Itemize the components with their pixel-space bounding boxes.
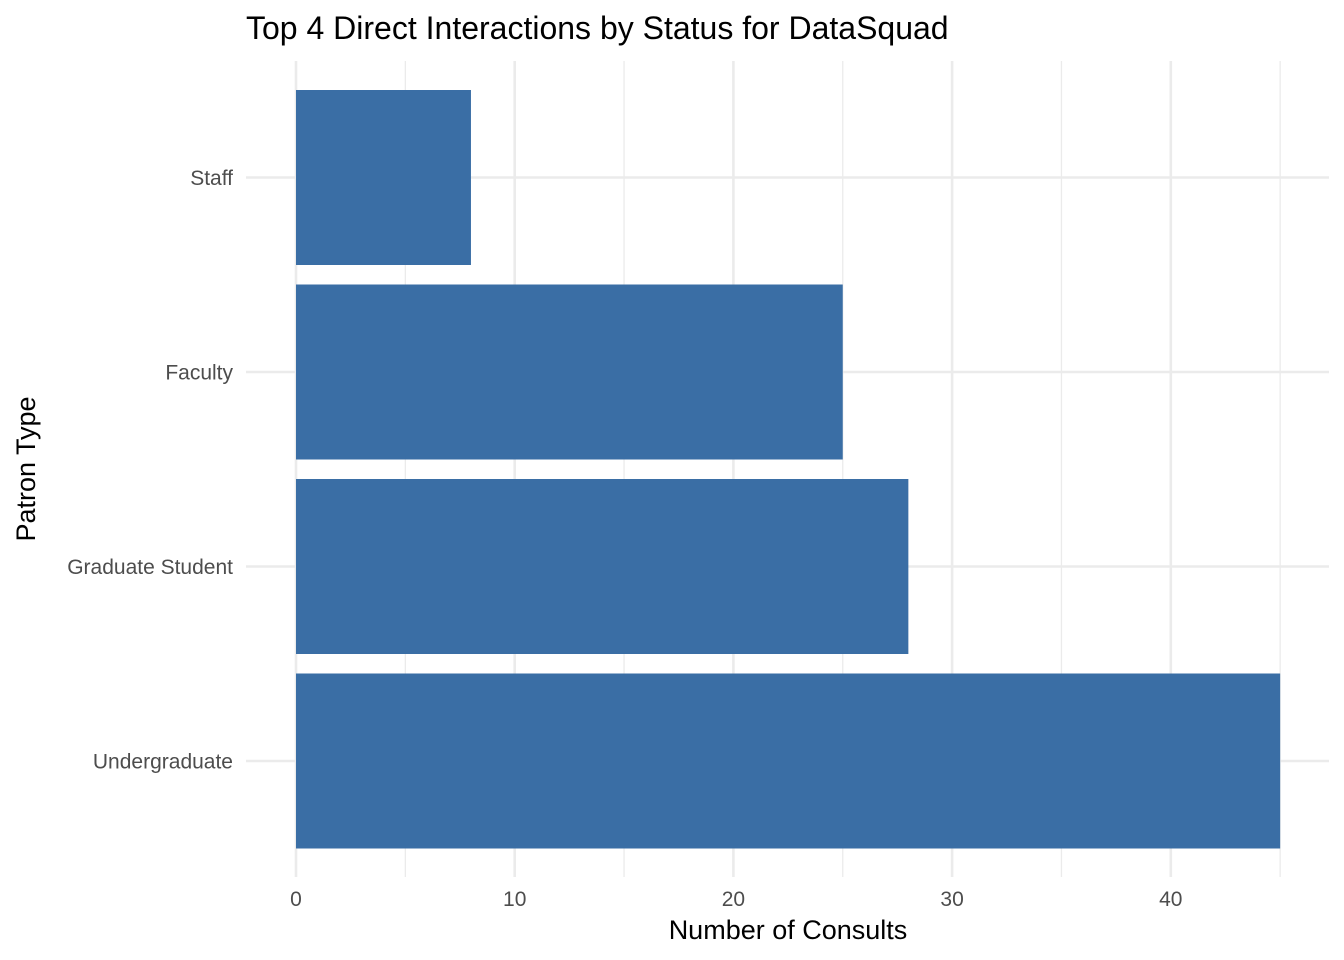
y-tick-label: Staff [190,167,233,190]
x-tick-label: 10 [503,888,526,911]
bar [296,284,843,460]
y-tick-label: Graduate Student [67,556,233,579]
bar [296,673,1281,849]
bar [296,479,909,654]
y-axis-title: Patron Type [11,396,41,541]
y-tick-label: Undergraduate [93,751,233,774]
bars [296,90,1281,849]
x-tick-label: 30 [940,888,963,911]
y-axis-ticks: Undergraduate Graduate Student Faculty Staf… [67,167,233,774]
x-axis-ticks: 0 10 20 30 40 [290,888,1182,911]
bar [296,90,471,265]
chart-title: Top 4 Direct Interactions by Status for … [246,10,949,46]
x-tick-label: 20 [722,888,745,911]
y-tick-label: Faculty [165,362,233,385]
x-axis-title: Number of Consults [669,915,908,945]
x-tick-label: 40 [1159,888,1182,911]
x-tick-label: 0 [290,888,302,911]
